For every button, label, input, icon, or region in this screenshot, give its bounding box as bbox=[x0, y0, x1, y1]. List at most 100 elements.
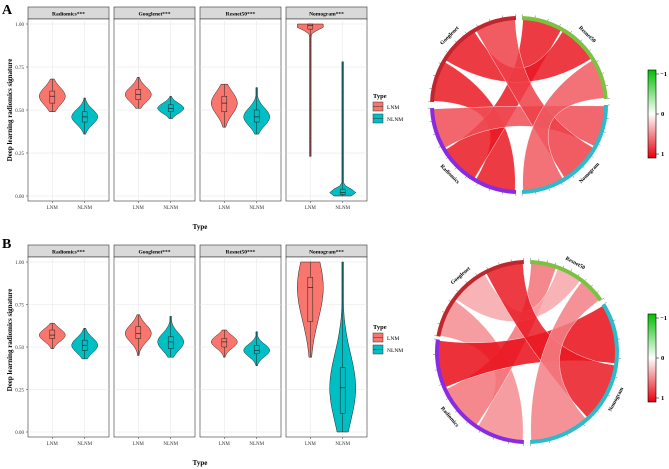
sector-tick bbox=[465, 280, 467, 283]
sector-tick bbox=[448, 300, 451, 302]
sector-tick bbox=[445, 157, 448, 160]
sector-tick bbox=[492, 437, 494, 440]
y-tick-label: 0.50 bbox=[15, 109, 24, 114]
legend-key-lnm bbox=[372, 332, 384, 343]
sector-tick bbox=[582, 166, 585, 169]
sector-tick bbox=[432, 74, 436, 76]
x-tick-label: NLNM bbox=[335, 206, 350, 211]
sector-tick bbox=[445, 50, 448, 53]
sector-tick bbox=[547, 18, 549, 21]
sector-tick bbox=[476, 183, 478, 186]
sector-tick bbox=[561, 183, 563, 186]
sector-arc bbox=[530, 260, 603, 302]
box-lnm bbox=[307, 277, 314, 322]
y-tick-label: 0.00 bbox=[15, 431, 24, 436]
x-tick-label: LNM bbox=[133, 442, 145, 447]
sector-tick bbox=[591, 156, 594, 158]
sector-tick bbox=[591, 284, 593, 287]
sector-label: Resnet50 bbox=[564, 256, 586, 272]
x-tick-label: NLNM bbox=[77, 442, 92, 447]
facet-title: Googlenet*** bbox=[138, 12, 170, 18]
legend-title: Type bbox=[373, 324, 387, 331]
violin-nlnm bbox=[243, 87, 270, 135]
box-lnm bbox=[307, 23, 314, 30]
sector-tick bbox=[488, 188, 490, 192]
box-nlnm bbox=[253, 109, 260, 123]
violin-lnm bbox=[297, 261, 324, 358]
violin-lnm bbox=[39, 322, 66, 349]
legend-label-lnm: LNM bbox=[387, 105, 399, 111]
sector-tick bbox=[464, 176, 467, 179]
x-tick-label: LNM bbox=[305, 206, 317, 211]
facet-resnet50: Resnet50*** LNM NLNM bbox=[199, 6, 282, 211]
sector-tick bbox=[442, 311, 445, 313]
sector-tick bbox=[596, 60, 599, 62]
colorbar-mid-label: 0 bbox=[661, 355, 664, 362]
legend-a: Type LNM NLNM bbox=[372, 93, 403, 124]
x-tick-label: NLNM bbox=[163, 442, 178, 447]
x-tick-label: NLNM bbox=[77, 206, 92, 211]
sector-tick bbox=[439, 384, 442, 386]
sector-tick bbox=[438, 62, 441, 64]
sector-tick bbox=[498, 262, 500, 265]
sector-arc bbox=[430, 16, 517, 103]
legend-label-lnm: LNM bbox=[387, 336, 399, 342]
sector-tick bbox=[597, 410, 600, 413]
sector-tick bbox=[454, 167, 457, 170]
y-tick-label: 0.00 bbox=[15, 195, 24, 200]
facet-radiomics: Radiomics*** LNM NLNM bbox=[27, 6, 110, 211]
facet-nomogram: Nomogram*** LNM NLNM bbox=[285, 244, 368, 447]
sector-tick bbox=[488, 18, 490, 22]
sector-tick bbox=[602, 72, 605, 74]
sector-tick bbox=[563, 265, 565, 268]
violin-nlnm bbox=[71, 328, 98, 360]
sector-tick bbox=[486, 267, 488, 269]
x-tick-label: LNM bbox=[133, 206, 145, 211]
panel-letter-a: A bbox=[2, 3, 13, 18]
sector-tick bbox=[454, 40, 457, 43]
violin-lnm bbox=[211, 83, 238, 128]
x-tick-label: LNM bbox=[219, 442, 231, 447]
sector-tick bbox=[464, 31, 467, 34]
sector-tick bbox=[584, 278, 587, 281]
sector-tick bbox=[555, 262, 557, 265]
colorbar-mid-label: 0 bbox=[661, 111, 664, 118]
box-nlnm bbox=[339, 188, 346, 195]
sector-arc bbox=[436, 260, 524, 337]
sector-tick bbox=[438, 146, 441, 148]
sector-tick bbox=[567, 434, 569, 437]
y-tick-label: 0.25 bbox=[15, 389, 24, 394]
facet-title: Googlenet*** bbox=[138, 250, 170, 256]
box-lnm bbox=[221, 338, 228, 348]
box-lnm bbox=[49, 90, 56, 104]
sector-arc bbox=[435, 339, 524, 444]
facet-nomogram: Nomogram*** LNM NLNM bbox=[285, 6, 368, 211]
violin-lnm bbox=[211, 329, 238, 358]
sector-tick bbox=[570, 269, 573, 272]
sector-tick bbox=[583, 424, 586, 427]
panel-a: A Deep learning radiomics signature Type… bbox=[2, 3, 667, 231]
x-axis-label: Type bbox=[193, 459, 208, 467]
legend-key-nlnm bbox=[372, 113, 384, 124]
colorbar-b: −1 0 1 bbox=[647, 313, 667, 403]
box-nlnm bbox=[167, 336, 174, 349]
facet-resnet50: Resnet50*** LNM NLNM bbox=[199, 244, 282, 447]
sector-tick bbox=[475, 273, 477, 276]
x-tick-label: NLNM bbox=[249, 206, 264, 211]
sector-tick bbox=[559, 23, 561, 26]
legend-key-nlnm bbox=[372, 344, 384, 355]
x-tick-label: NLNM bbox=[335, 442, 350, 447]
colorbar-bottom-label: 1 bbox=[661, 151, 664, 158]
legend-b: Type LNM NLNM bbox=[372, 324, 403, 355]
sector-tick bbox=[604, 302, 607, 304]
sector-tick bbox=[456, 289, 458, 292]
sector-tick bbox=[465, 421, 468, 424]
sector-arc bbox=[521, 104, 608, 194]
sector-tick bbox=[608, 395, 611, 397]
y-tick-label: 0.75 bbox=[15, 66, 24, 71]
y-tick-label: 1.00 bbox=[15, 23, 24, 28]
